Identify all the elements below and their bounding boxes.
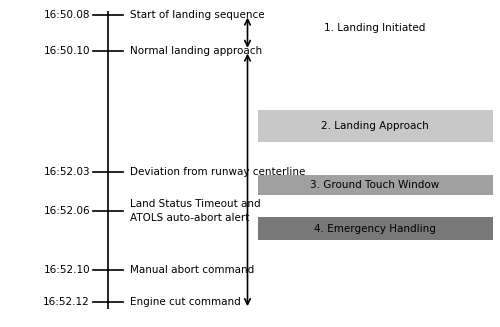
Text: 16:52.06: 16:52.06	[44, 206, 90, 216]
Text: 3. Ground Touch Window: 3. Ground Touch Window	[310, 180, 440, 190]
Text: Manual abort command: Manual abort command	[130, 265, 254, 275]
Bar	[258, 175, 492, 195]
Bar	[258, 217, 492, 240]
Text: 16:50.08: 16:50.08	[44, 10, 90, 20]
Text: 16:50.10: 16:50.10	[44, 46, 90, 56]
Text: 16:52.10: 16:52.10	[44, 265, 90, 275]
Text: Deviation from runway centerline: Deviation from runway centerline	[130, 167, 306, 177]
Text: Land Status Timeout and
ATOLS auto-abort alert: Land Status Timeout and ATOLS auto-abort…	[130, 199, 260, 222]
Text: Normal landing approach: Normal landing approach	[130, 46, 262, 56]
Text: Engine cut command: Engine cut command	[130, 298, 241, 307]
Text: 4. Emergency Handling: 4. Emergency Handling	[314, 224, 436, 234]
Text: Start of landing sequence: Start of landing sequence	[130, 10, 264, 20]
Text: 2. Landing Approach: 2. Landing Approach	[321, 121, 429, 131]
Text: 16:52.12: 16:52.12	[44, 298, 90, 307]
Bar	[258, 110, 492, 142]
Text: 1. Landing Initiated: 1. Landing Initiated	[324, 23, 426, 33]
Text: 16:52.03: 16:52.03	[44, 167, 90, 177]
